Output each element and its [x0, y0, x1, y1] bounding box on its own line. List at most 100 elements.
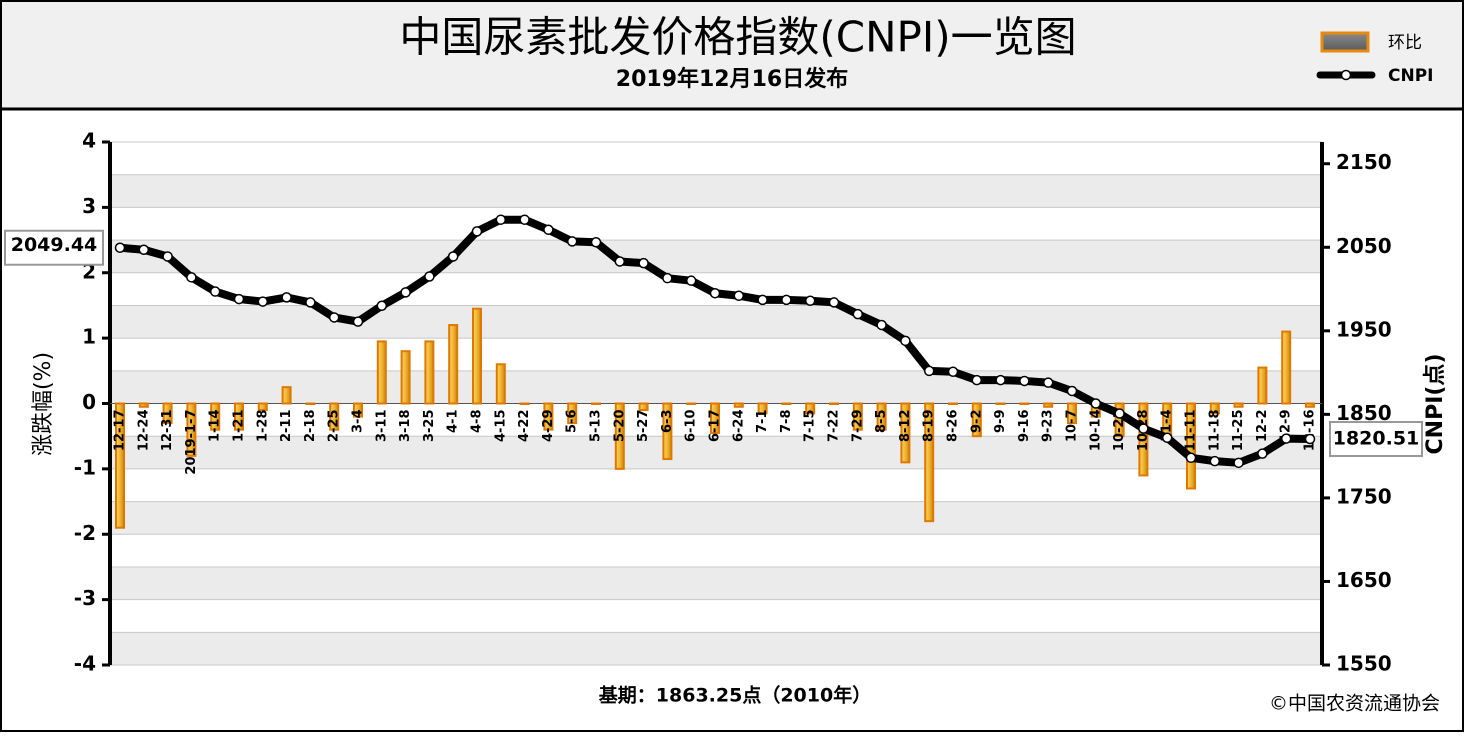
x-tick-label: 9-9	[993, 410, 1008, 434]
bar	[543, 402, 554, 431]
x-tick-label: 8-19	[922, 410, 937, 443]
bar	[805, 402, 816, 415]
y2-tick-label: 1750	[1336, 484, 1392, 508]
line-point	[424, 271, 435, 282]
line-point	[900, 335, 911, 347]
line-point	[614, 256, 626, 267]
x-tick-label: 2-11	[279, 410, 294, 443]
line-point	[1019, 375, 1030, 387]
x-tick-label: 5-20	[612, 410, 627, 443]
bar	[686, 402, 697, 405]
x-tick-label: 11-18	[1207, 410, 1222, 452]
bar	[495, 363, 506, 405]
header	[2, 2, 1462, 108]
x-tick-label: 3-4	[351, 410, 366, 434]
grid-band	[110, 370, 1322, 404]
x-tick-label: 8-5	[874, 410, 889, 434]
line-point	[804, 295, 816, 306]
x-tick-label: 2-25	[327, 410, 342, 443]
chart-subtitle: 2019年12月16日发布	[616, 66, 848, 92]
line-point	[186, 272, 197, 283]
grid-band	[110, 501, 1322, 535]
line-point	[971, 374, 983, 386]
line-point	[1090, 398, 1102, 409]
line-point	[352, 316, 364, 327]
line-point	[1304, 433, 1316, 445]
bar	[448, 324, 459, 405]
line-point	[257, 296, 269, 307]
line-point	[662, 272, 673, 284]
line-point	[1114, 408, 1125, 419]
bar	[353, 402, 363, 418]
x-tick-label: 7-15	[803, 410, 818, 443]
line-point	[733, 290, 745, 301]
y2-tick-label: 1650	[1336, 568, 1392, 592]
x-tick-label: 6-10	[684, 410, 699, 443]
y-axis-title: 涨跌幅(%)	[31, 352, 56, 456]
y-tick-label: 1	[82, 325, 96, 349]
x-tick-label: 3-11	[374, 410, 389, 443]
bar	[924, 402, 935, 523]
bar	[376, 340, 387, 405]
line-point	[1138, 423, 1149, 434]
x-tick-label: 8-26	[946, 410, 961, 443]
y-tick-label: -4	[74, 652, 96, 676]
bar	[1305, 402, 1315, 408]
x-tick-label: 9-23	[1041, 410, 1056, 443]
line-point	[519, 214, 530, 225]
x-tick-label: 10-14	[1088, 410, 1103, 452]
x-tick-label: 7-29	[850, 410, 865, 443]
x-tick-label: 3-18	[398, 410, 413, 443]
x-tick-label: 7-8	[779, 410, 794, 434]
grid-band	[110, 436, 1322, 469]
bar	[1019, 402, 1030, 405]
bar	[400, 350, 411, 405]
x-tick-label: 7-22	[827, 410, 842, 443]
line-point	[328, 312, 340, 323]
bar	[591, 402, 601, 405]
line-point	[114, 242, 126, 253]
line-point	[495, 214, 507, 225]
grid-band	[110, 305, 1322, 339]
line-point	[876, 319, 887, 331]
x-tick-label: 4-29	[541, 410, 556, 443]
line-point	[852, 308, 864, 320]
line-point	[471, 226, 483, 237]
bar	[138, 402, 149, 408]
x-tick-label: 5-27	[636, 410, 651, 443]
x-tick-label: 1-28	[255, 410, 270, 443]
y2-tick-label: 2050	[1336, 234, 1392, 258]
line-point	[566, 236, 578, 247]
x-tick-label: 2019-1-7	[184, 410, 199, 475]
bar	[710, 402, 720, 434]
bar	[329, 402, 340, 431]
line-point	[1209, 455, 1221, 467]
grid-band	[110, 566, 1322, 600]
bar	[1233, 402, 1244, 408]
line-point	[757, 294, 768, 306]
line-point	[1042, 377, 1054, 388]
line-point	[162, 251, 173, 262]
x-tick-label: 5-13	[589, 410, 604, 443]
bar	[757, 402, 768, 415]
x-tick-label: 4-8	[470, 410, 485, 434]
grid-band	[110, 632, 1322, 665]
line-point	[209, 286, 221, 297]
bar	[115, 402, 125, 529]
value-label: 2049.44	[11, 234, 98, 256]
x-tick-label: 4-22	[517, 410, 532, 443]
x-tick-label: 6-24	[731, 410, 746, 443]
bar	[781, 402, 792, 405]
bar	[210, 402, 221, 431]
bar	[638, 402, 649, 412]
bar	[162, 402, 173, 425]
legend-label: 环比	[1388, 33, 1422, 53]
y2-axis-title: CNPI(点)	[1422, 354, 1448, 455]
bar	[900, 402, 911, 464]
grid-band	[110, 240, 1322, 273]
y2-tick-label: 1850	[1336, 401, 1392, 425]
bar	[234, 402, 244, 431]
bar	[1186, 402, 1196, 490]
line-point	[281, 292, 292, 303]
y2-tick-label: 1550	[1336, 652, 1392, 676]
